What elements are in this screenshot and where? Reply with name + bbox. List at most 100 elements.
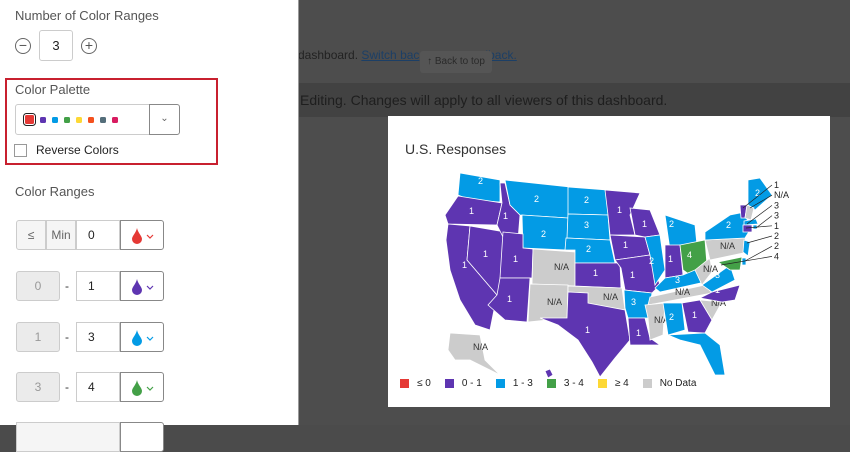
state-value-label: 1 [503,211,508,221]
callout-label: 2 [774,241,779,251]
editing-notice: Editing. Changes will apply to all viewe… [298,83,850,117]
state-fl[interactable] [667,332,726,376]
legend-item: 0 - 1 [444,378,482,389]
state-value-label: 1 [617,205,622,215]
state-value-label: N/A [554,262,569,272]
state-ms[interactable] [644,302,666,341]
palette-dropdown-button[interactable]: ⌄ [149,104,180,135]
settings-panel: Number of Color Ranges − 3 + Color Palet… [0,0,299,452]
legend-swatch [642,379,652,388]
state-value-label: 1 [507,294,512,304]
state-hi[interactable] [544,368,554,379]
color-picker-button[interactable] [120,372,164,402]
palette-swatch [100,116,106,123]
state-value-label: N/A [603,292,618,302]
editing-notice-text: Editing. Changes will apply to all viewe… [300,92,668,108]
range-to-input[interactable]: 4 [76,372,120,402]
range-from-input: 1 [16,322,60,352]
state-value-label: 1 [585,325,590,335]
color-drop-icon [132,330,154,346]
palette-select[interactable] [15,104,150,135]
palette-swatch [23,113,36,126]
callout-label: 2 [774,231,779,241]
state-il[interactable] [644,234,666,287]
legend-item: ≥ 4 [597,378,629,389]
palette-swatch [40,116,46,123]
state-wv[interactable] [694,257,713,286]
range-to-input[interactable]: 1 [76,271,120,301]
callout-label: 4 [774,251,779,261]
notice-line: dashboard. Switch bac dback. [298,48,850,62]
legend-swatch [400,379,409,388]
reverse-colors-checkbox[interactable] [14,144,27,157]
state-value-label: N/A [473,342,488,352]
state-value-label: N/A [654,315,669,325]
state-al[interactable] [662,302,686,336]
decrement-button[interactable]: − [15,38,31,54]
state-value-label: 2 [755,188,760,198]
range-separator: - [65,279,69,293]
state-me[interactable] [747,177,773,211]
increment-button[interactable]: + [81,38,97,54]
legend-label: 3 - 4 [563,378,584,389]
palette-swatch [88,116,94,123]
color-picker-button[interactable] [120,422,164,452]
notice-text: dashboard. [298,48,359,62]
callout-label: N/A [774,190,789,200]
callout-line [746,235,773,244]
callout-label: 1 [774,180,779,190]
legend-label: 0 - 1 [461,378,482,389]
chevron-down-icon: ⌄ [160,113,169,124]
back-to-top-button[interactable]: ↑ Back to top [420,51,492,73]
state-value-label: 1 [513,254,518,264]
legend-label: ≤ 0 [417,378,431,389]
state-value-label: 1 [462,260,467,270]
map-legend: ≤ 0 0 - 1 1 - 3 3 - 4 ≥ 4 No Data [400,378,710,389]
legend-swatch [495,379,505,388]
reverse-colors-label: Reverse Colors [36,143,119,157]
color-drop-icon [132,279,154,295]
state-value-label: 2 [534,194,539,204]
state-value-label: 2 [669,312,674,322]
state-ct[interactable] [742,224,753,233]
legend-item: ≤ 0 [400,378,431,389]
switch-back-link[interactable]: Switch bac [361,48,420,62]
legend-item: 3 - 4 [546,378,584,389]
state-value-label: N/A [547,297,562,307]
color-picker-button[interactable] [120,220,164,250]
legend-label: ≥ 4 [614,378,629,389]
color-picker-button[interactable] [120,322,164,352]
range-to-input[interactable]: 0 [76,220,120,250]
state-nc[interactable] [698,284,741,303]
state-sc[interactable] [699,299,723,321]
palette-swatch [76,116,82,123]
state-nj[interactable] [742,239,751,257]
range-partial [16,422,120,452]
palette-swatch [112,116,118,123]
state-value-label: 1 [623,240,628,250]
state-or[interactable] [444,195,503,226]
palette-swatch [64,116,70,123]
state-value-label: 2 [669,219,674,229]
operator-label: ≤ [16,220,46,250]
state-nh[interactable] [744,204,755,221]
color-picker-button[interactable] [120,271,164,301]
state-value-label: 1 [692,310,697,320]
callout-line [746,205,773,225]
state-va[interactable] [701,264,736,293]
legend-label: 1 - 3 [512,378,533,389]
callout-line [745,225,773,229]
state-value-label: 3 [584,220,589,230]
state-az[interactable] [487,277,531,323]
range-separator: - [65,330,69,344]
range-from-input: 3 [16,372,60,402]
callout-line [720,256,773,266]
state-la[interactable] [627,317,662,346]
state-value-label: 2 [584,195,589,205]
state-ak[interactable] [447,332,501,376]
state-value-label: 2 [649,256,654,266]
state-de[interactable] [741,257,747,266]
range-to-input[interactable]: 3 [76,322,120,352]
num-ranges-input[interactable]: 3 [39,30,73,61]
state-value-label: 1 [642,219,647,229]
